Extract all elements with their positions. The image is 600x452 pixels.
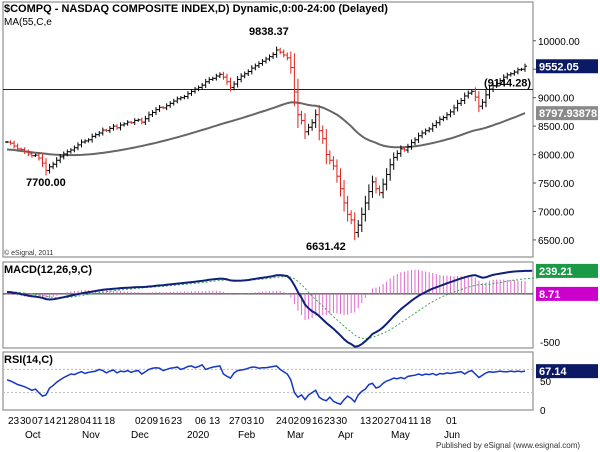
price-y-tick-label: 7000.00 (538, 207, 575, 218)
price-y-tick-label: 10000.00 (538, 37, 580, 48)
x-day-label: 30 (336, 416, 348, 427)
x-day-label: 21 (56, 416, 68, 427)
x-day-label: 11 (408, 416, 419, 427)
x-day-label: 23 (171, 416, 183, 427)
x-month-label: May (391, 430, 410, 441)
x-day-label: 14 (44, 416, 56, 427)
ma-legend: MA(55,C,e (4, 17, 52, 28)
rsi-label: RSI(14,C) (4, 354, 53, 366)
macd-y-tick-label: -500 (540, 338, 560, 349)
rsi-badge-box (536, 364, 598, 379)
x-day-label: 04 (396, 416, 408, 427)
price-y-tick-label: 8500.00 (538, 122, 575, 133)
ma-value-badge: 8797.93878 (539, 108, 597, 120)
x-day-label: 03 (241, 416, 253, 427)
rsi-plot-frame (2, 351, 534, 411)
resistance-label: (9144.28) (484, 77, 531, 89)
x-day-label: 16 (312, 416, 324, 427)
price-annotation: 9838.37 (249, 26, 289, 38)
moving-average-line (6, 101, 526, 157)
x-day-label: 09 (147, 416, 159, 427)
x-day-label: 04 (80, 416, 92, 427)
macd-label: MACD(12,26,9,C) (4, 264, 92, 276)
copyright-note: © eSignal, 2011 (4, 249, 54, 257)
price-y-tick-label: 8000.00 (538, 151, 575, 162)
x-month-label: Oct (25, 430, 41, 441)
x-month-label: 2020 (187, 430, 210, 441)
rsi-y-tick-label: 0 (540, 406, 546, 417)
rsi-panel: RSI(14,C) 50 0 67.14 (2, 351, 598, 417)
price-bar (523, 63, 527, 72)
last-price-badge-box (536, 59, 598, 74)
x-month-label: Dec (131, 430, 149, 441)
price-panel: $COMPQ - NASDAQ COMPOSITE INDEX,D) Dynam… (2, 1, 598, 258)
x-month-label: Jun (444, 430, 460, 441)
x-month-label: Apr (338, 430, 354, 441)
x-day-label: 02 (288, 416, 300, 427)
x-day-label: 18 (420, 416, 432, 427)
price-annotation: 7700.00 (26, 177, 66, 189)
macd-histogram-badge: 8.71 (539, 289, 560, 301)
macd-badge-box (536, 263, 598, 278)
x-month-label: Nov (82, 430, 100, 441)
x-day-label: 10 (253, 416, 265, 427)
x-month-label: Mar (287, 430, 305, 441)
x-day-label: 13 (209, 416, 221, 427)
macd-panel: MACD(12,26,9,C) -500 239.21 8.71 (2, 261, 598, 349)
x-day-label: 18 (104, 416, 116, 427)
x-day-label: 16 (159, 416, 171, 427)
time-axis-panel: 23 30 07 14 21 28 04 11 18 02 09 16 23 06 13 27 03 10 24 02… (8, 416, 460, 441)
ma-value-badge-box (536, 106, 598, 121)
price-annotation: 6631.42 (306, 241, 346, 253)
x-day-label: 06 (195, 416, 207, 427)
last-price-badge: 9552.05 (539, 61, 579, 73)
price-y-tick-label: 7500.00 (538, 179, 575, 190)
x-day-label: 07 (32, 416, 44, 427)
rsi-y-tick-label: 50 (540, 377, 552, 388)
x-day-label: 09 (300, 416, 312, 427)
price-y-tick-label: 9000.00 (538, 94, 575, 105)
x-day-label: 20 (372, 416, 384, 427)
x-day-label: 30 (20, 416, 32, 427)
x-day-label: 01 (446, 416, 458, 427)
publisher-footer: Published by eSignal (www.esignal.com) (436, 441, 580, 450)
x-day-label: 24 (276, 416, 288, 427)
macd-signal-line (6, 275, 540, 340)
x-day-label: 28 (68, 416, 80, 427)
x-day-label: 23 (8, 416, 20, 427)
macd-badge: 239.21 (539, 266, 573, 278)
x-day-label: 27 (229, 416, 241, 427)
price-title: $COMPQ - NASDAQ COMPOSITE INDEX,D) Dynam… (4, 3, 388, 15)
x-day-label: 23 (324, 416, 336, 427)
macd-histogram-badge-box (536, 286, 598, 301)
price-plot-frame (2, 1, 534, 258)
x-month-label: Feb (238, 430, 256, 441)
x-day-label: 13 (360, 416, 372, 427)
x-day-label: 27 (384, 416, 396, 427)
rsi-line (6, 363, 526, 406)
macd-line (6, 269, 533, 348)
x-day-label: 02 (135, 416, 147, 427)
x-day-label: 11 (92, 416, 103, 427)
price-y-tick-label: 6500.00 (538, 236, 575, 247)
rsi-badge: 67.14 (539, 366, 567, 378)
